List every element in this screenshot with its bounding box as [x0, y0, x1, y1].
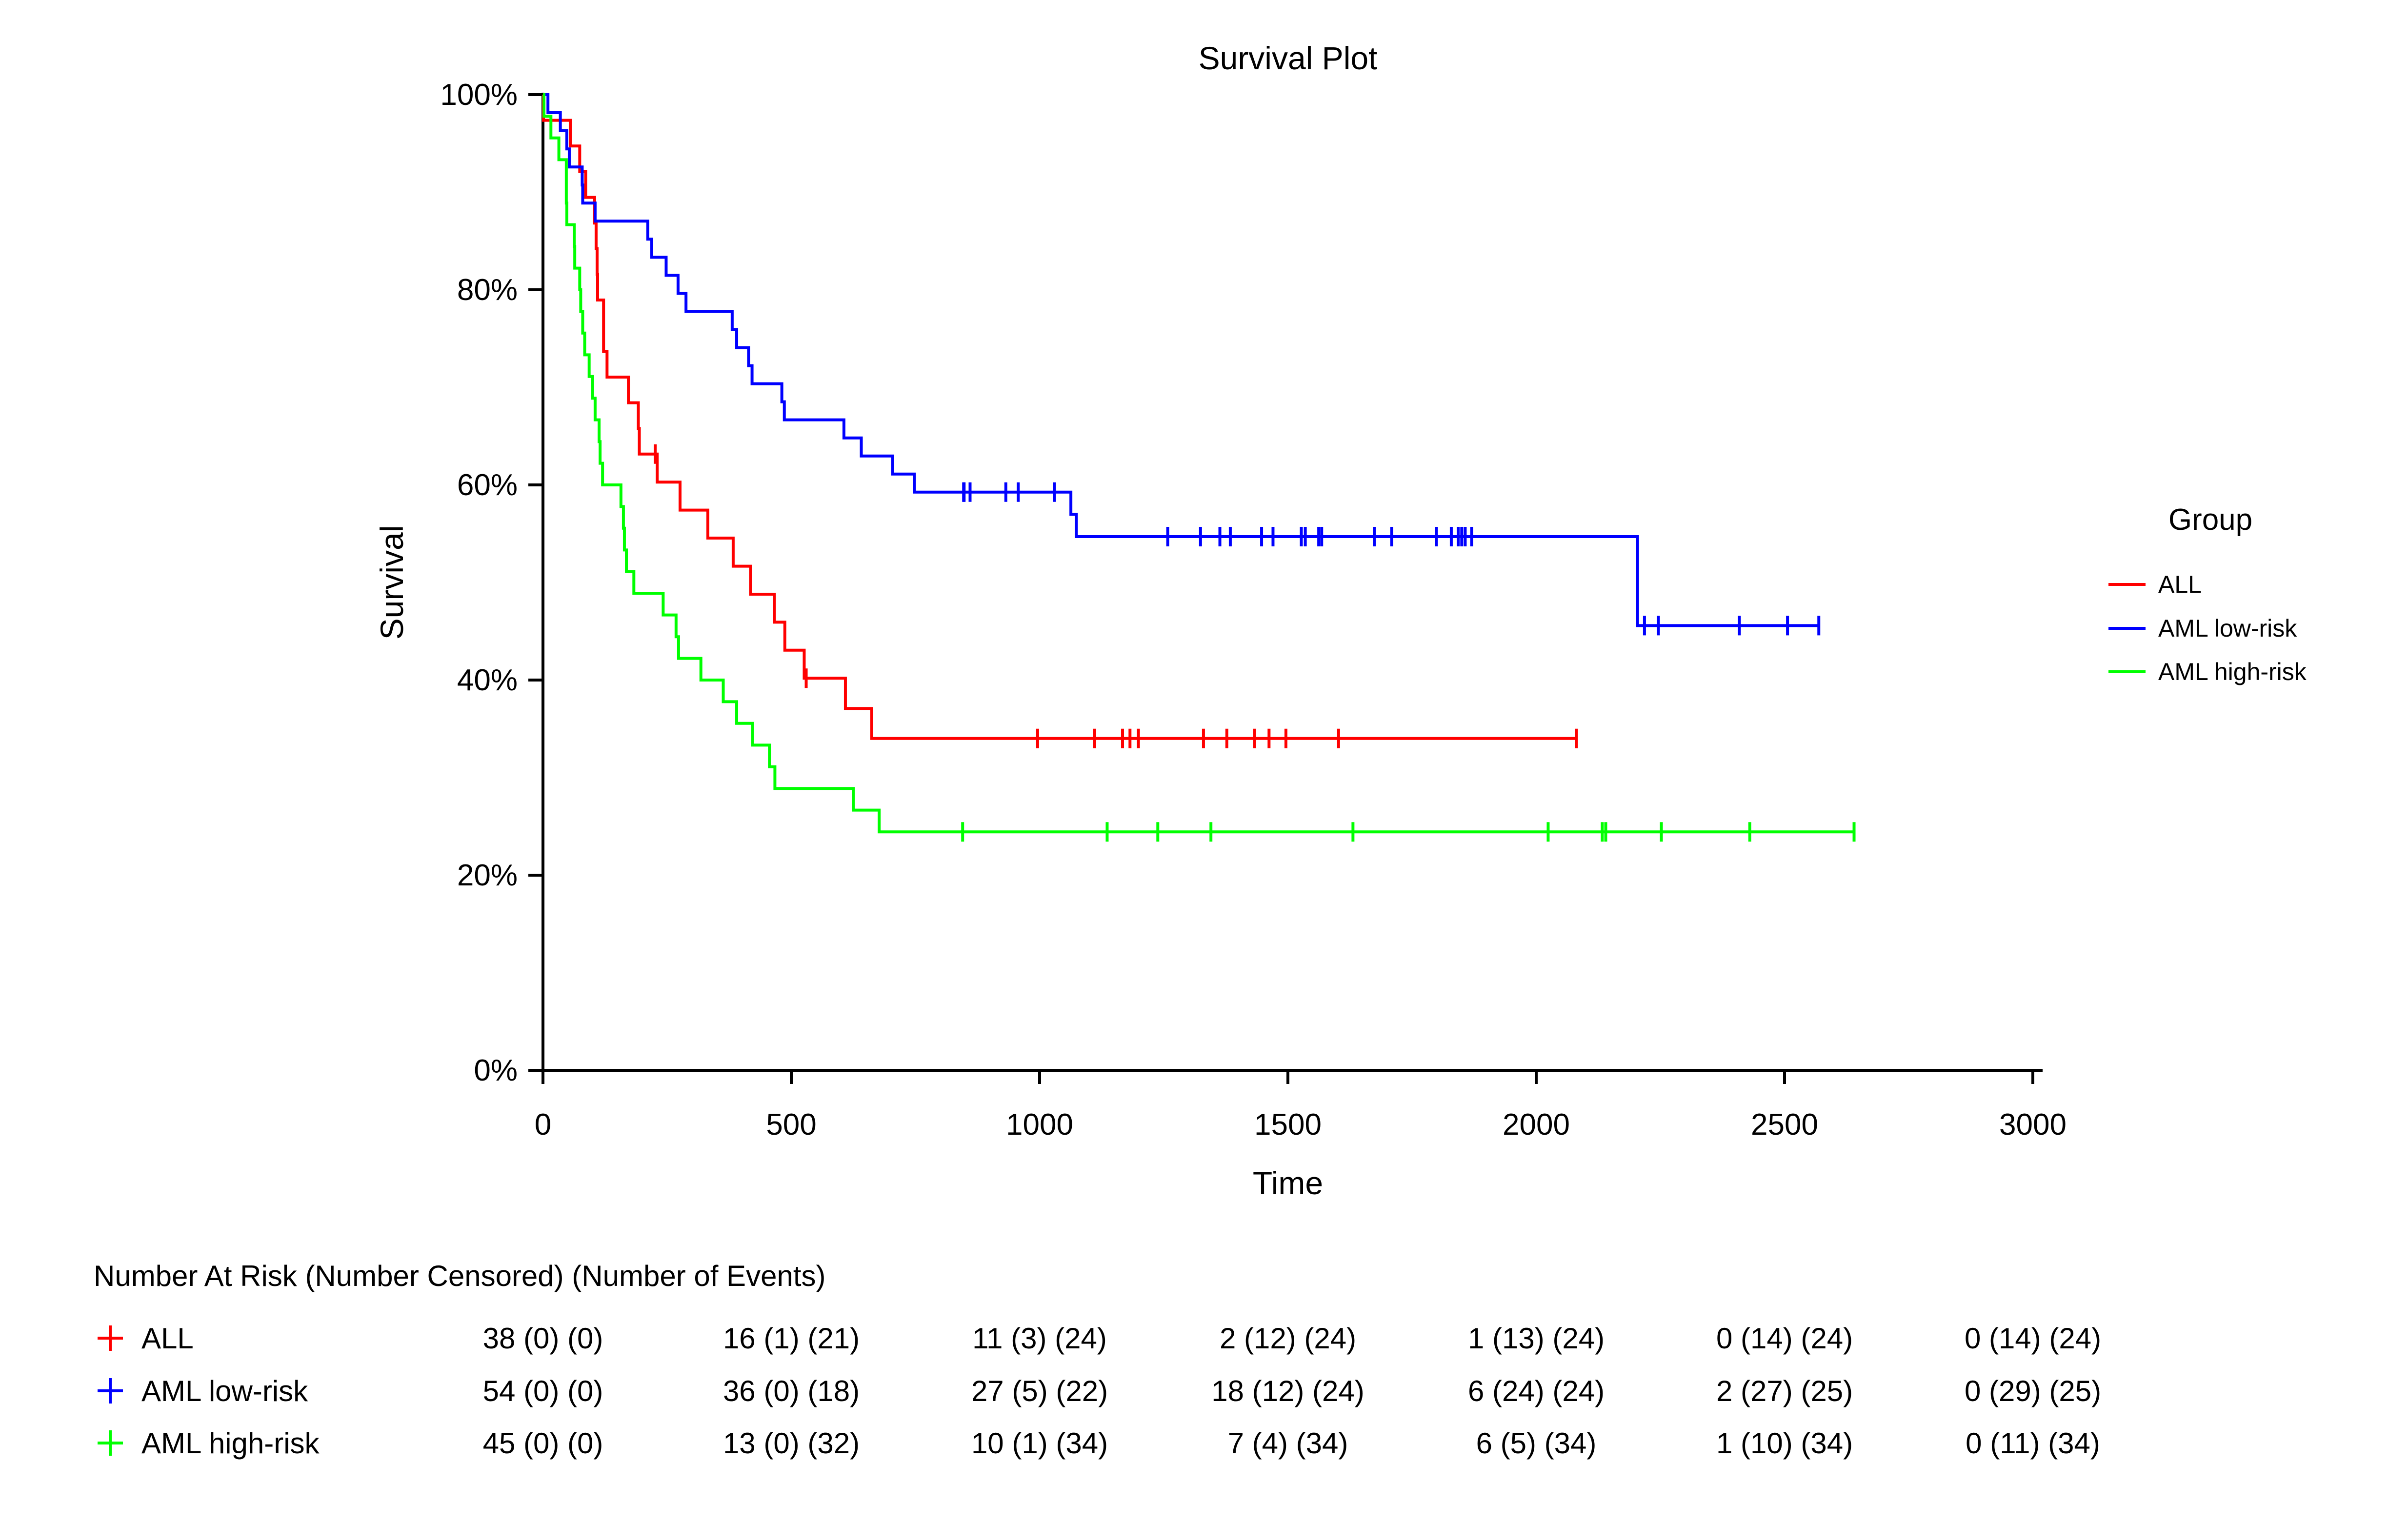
risk-count-cell: 2 (12) (24)	[1220, 1322, 1356, 1355]
y-axis-tick-label: 0%	[474, 1054, 518, 1087]
risk-table-row-aml-low-risk: AML low-risk 54 (0) (0) 36 (0) (18) 27 (5)…	[98, 1375, 2101, 1407]
risk-row-label-aml-low-risk: AML low-risk	[141, 1375, 308, 1407]
risk-count-cell: 45 (0) (0)	[483, 1427, 603, 1460]
risk-table-row-all: ALL 38 (0) (0) 16 (1) (21) 11 (3) (24) 2 (1…	[98, 1322, 2101, 1355]
risk-count-cell: 1 (10) (34)	[1716, 1427, 1853, 1460]
x-axis-title: Time	[1253, 1165, 1323, 1201]
y-axis-tick-label: 20%	[457, 859, 518, 892]
km-curve-aml-high-risk	[542, 93, 1854, 834]
plus-marker-icon	[98, 1378, 123, 1404]
x-axis-tick-label: 1500	[1254, 1108, 1322, 1142]
risk-count-cell: 13 (0) (32)	[723, 1427, 860, 1460]
risk-row-values-all: 38 (0) (0) 16 (1) (21) 11 (3) (24) 2 (12) (…	[483, 1322, 2101, 1355]
risk-count-cell: 7 (4) (34)	[1228, 1427, 1348, 1460]
y-axis-tick-label: 60%	[457, 468, 518, 502]
x-axis-tick-label: 2500	[1751, 1108, 1818, 1142]
km-curve-aml-low-risk	[543, 93, 1819, 627]
risk-count-cell: 38 (0) (0)	[483, 1322, 603, 1355]
x-axis-tick-label: 0	[535, 1108, 551, 1142]
km-curve-all	[542, 93, 1577, 740]
risk-row-label-aml-high-risk: AML high-risk	[141, 1427, 320, 1460]
risk-count-cell: 0 (11) (34)	[1966, 1427, 2100, 1460]
risk-count-cell: 6 (5) (34)	[1476, 1427, 1597, 1460]
risk-count-cell: 27 (5) (22)	[971, 1375, 1108, 1407]
risk-row-values-aml-high-risk: 45 (0) (0) 13 (0) (32) 10 (1) (34) 7 (4) (3…	[483, 1427, 2100, 1460]
legend: Group ALL AML low-risk AML high-risk	[2108, 503, 2307, 685]
y-axis-tick-label: 80%	[457, 273, 518, 307]
risk-count-cell: 1 (13) (24)	[1468, 1322, 1605, 1355]
y-axis-title: Survival	[374, 525, 410, 640]
legend-entry-aml-low-risk: AML low-risk	[2108, 615, 2297, 642]
risk-count-cell: 36 (0) (18)	[723, 1375, 860, 1407]
risk-row-label-all: ALL	[141, 1322, 194, 1355]
km-curves	[542, 93, 1856, 842]
legend-entry-all: ALL	[2108, 571, 2202, 598]
risk-count-cell: 0 (14) (24)	[1716, 1322, 1853, 1355]
chart-title: Survival Plot	[1199, 40, 1378, 76]
plus-marker-icon	[98, 1325, 123, 1351]
risk-count-cell: 54 (0) (0)	[483, 1375, 603, 1407]
risk-count-cell: 0 (14) (24)	[1965, 1322, 2101, 1355]
risk-count-cell: 11 (3) (24)	[972, 1322, 1107, 1355]
risk-count-cell: 18 (12) (24)	[1211, 1375, 1364, 1407]
legend-entry-aml-high-risk: AML high-risk	[2108, 658, 2307, 685]
legend-label-aml-low-risk: AML low-risk	[2158, 615, 2297, 642]
risk-count-cell: 16 (1) (21)	[723, 1322, 860, 1355]
risk-count-cell: 10 (1) (34)	[971, 1427, 1108, 1460]
plus-marker-icon	[98, 1430, 123, 1456]
x-axis-tick-label: 3000	[1999, 1108, 2067, 1142]
risk-row-values-aml-low-risk: 54 (0) (0) 36 (0) (18) 27 (5) (22) 18 (12) …	[483, 1375, 2101, 1407]
risk-count-cell: 0 (29) (25)	[1965, 1375, 2101, 1407]
y-axis-tick-label: 40%	[457, 663, 518, 697]
legend-title: Group	[2168, 503, 2252, 537]
risk-table-header: Number At Risk (Number Censored) (Number…	[94, 1260, 825, 1292]
risk-table: Number At Risk (Number Censored) (Number…	[94, 1260, 2101, 1460]
legend-label-all: ALL	[2158, 571, 2202, 598]
risk-table-row-aml-high-risk: AML high-risk 45 (0) (0) 13 (0) (32) 10 (1…	[98, 1427, 2100, 1460]
x-axis-tick-label: 1000	[1006, 1108, 1073, 1142]
x-axis-tick-label: 2000	[1503, 1108, 1570, 1142]
risk-count-cell: 6 (24) (24)	[1468, 1375, 1605, 1407]
legend-label-aml-high-risk: AML high-risk	[2158, 658, 2307, 685]
risk-count-cell: 2 (27) (25)	[1716, 1375, 1853, 1407]
axes: 0% 20% 40% 60% 80% 100% 0 500 1000 1500 2000 2500 30…	[440, 78, 2067, 1142]
x-axis-tick-label: 500	[766, 1108, 816, 1142]
y-axis-tick-label: 100%	[440, 78, 518, 112]
